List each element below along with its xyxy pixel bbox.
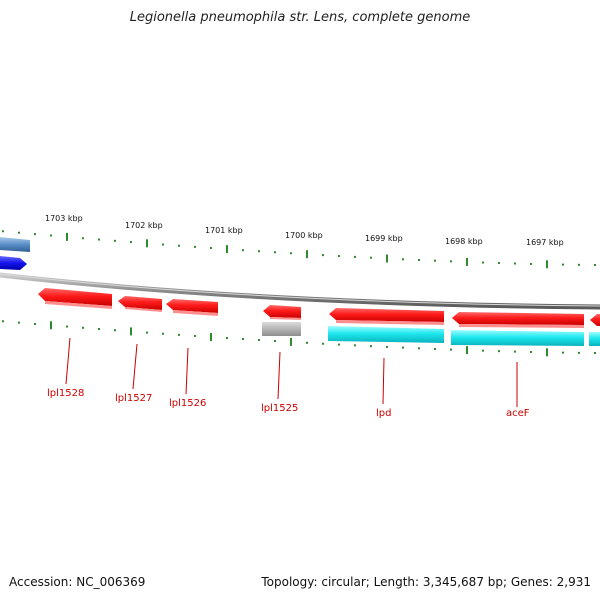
- scale-labels: 1703 kbp 1702 kbp 1701 kbp 1700 kbp 1699…: [45, 214, 564, 247]
- gene-aceF[interactable]: [452, 312, 584, 325]
- topology-info: Topology: circular; Length: 3,345,687 bp…: [261, 575, 591, 589]
- gene-label-lpl1525: lpl1525: [261, 403, 298, 414]
- gene-label-lpl1527: lpl1527: [115, 393, 152, 404]
- gene-lpl1526[interactable]: [166, 299, 218, 313]
- scale-label-1697: 1697 kbp: [526, 238, 564, 247]
- genome-backbone: [0, 272, 600, 310]
- gene-label-lpl1528: lpl1528: [47, 388, 84, 399]
- gene-lpd[interactable]: [329, 308, 444, 322]
- outer-tick-row: [2, 230, 596, 269]
- label-lines: [65, 337, 518, 407]
- upper-strand-genes: [0, 237, 30, 270]
- gene-labels: lpl1528 lpl1527 lpl1526 lpl1525 lpd aceF: [47, 388, 530, 419]
- lower-strand-genes: [38, 288, 600, 328]
- scale-label-1701: 1701 kbp: [205, 226, 243, 235]
- scale-label-1699: 1699 kbp: [365, 234, 403, 243]
- gene-partial-right[interactable]: [590, 314, 600, 326]
- feature-gray-lpl1525[interactable]: [262, 322, 301, 336]
- gene-lpl1525[interactable]: [263, 305, 301, 318]
- gene-lpl1528[interactable]: [38, 288, 112, 306]
- feature-cyan-aceF[interactable]: [451, 330, 584, 346]
- inner-tick-row: [2, 320, 596, 357]
- scale-label-1698: 1698 kbp: [445, 237, 483, 246]
- gene-steelblue[interactable]: [0, 237, 30, 252]
- map-title: Legionella pneumophila str. Lens, comple…: [129, 10, 471, 25]
- feature-row: [262, 322, 600, 346]
- scale-label-1703: 1703 kbp: [45, 214, 83, 223]
- scale-label-1700: 1700 kbp: [285, 231, 323, 240]
- gene-label-aceF: aceF: [506, 408, 530, 419]
- feature-cyan-partial[interactable]: [589, 332, 600, 346]
- scale-label-1702: 1702 kbp: [125, 221, 163, 230]
- accession-label: Accession: NC_006369: [9, 575, 146, 589]
- gene-lpl1527[interactable]: [118, 296, 162, 310]
- gene-label-lpl1526: lpl1526: [169, 398, 206, 409]
- gene-label-lpd: lpd: [376, 408, 391, 419]
- gene-blue[interactable]: [0, 256, 27, 270]
- feature-cyan-lpd[interactable]: [328, 326, 444, 343]
